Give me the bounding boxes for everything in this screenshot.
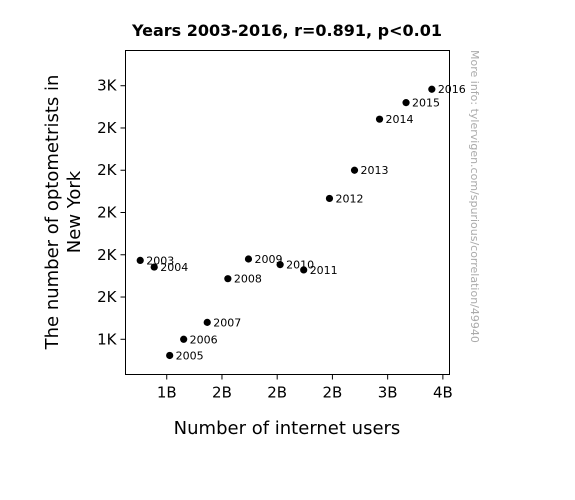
data-point-label: 2016: [438, 83, 466, 96]
x-tick-label: 2B: [212, 384, 232, 402]
data-point-2007: [203, 318, 211, 326]
data-point-2010: [276, 261, 284, 269]
data-point-2015: [402, 99, 410, 107]
data-point-label: 2011: [310, 264, 338, 277]
y-axis-label-line-2: New York: [64, 170, 85, 253]
data-point-2011: [300, 266, 308, 274]
y-tick-label: 3K: [97, 77, 118, 95]
watermark: More info: tylervigen.com/spurious/corre…: [468, 50, 481, 343]
data-point-label: 2012: [335, 192, 363, 205]
x-tick-label: 3B: [378, 384, 398, 402]
y-tick-label: 2K: [97, 119, 118, 137]
data-point-label: 2006: [190, 333, 218, 346]
data-point-label: 2010: [286, 259, 314, 272]
data-point-2009: [244, 255, 253, 263]
data-point-label: 2005: [176, 349, 204, 362]
y-axis-label-line-1: The number of optometrists in: [42, 75, 63, 351]
x-tick-label: 4B: [433, 384, 453, 402]
data-point-2008: [224, 275, 232, 283]
data-point-2005: [166, 351, 174, 360]
data-point-label: 2008: [234, 273, 262, 286]
data-point-label: 2004: [160, 261, 188, 274]
data-point-2003: [136, 256, 144, 264]
data-point-2004: [150, 263, 158, 271]
data-point-label: 2009: [254, 253, 282, 266]
data-point-label: 2015: [412, 97, 440, 110]
x-tick-label: 2B: [322, 384, 342, 402]
data-point-label: 2014: [386, 113, 414, 126]
y-tick-label: 2K: [97, 204, 118, 222]
y-tick-label: 1K: [97, 330, 118, 348]
data-point-2006: [180, 335, 188, 343]
plot-frame: [125, 50, 450, 375]
data-point-label: 2013: [361, 164, 389, 177]
data-point-2014: [375, 115, 384, 123]
y-tick-label: 2K: [97, 288, 118, 306]
data-point-2016: [428, 85, 436, 93]
chart-title: Years 2003-2016, r=0.891, p<0.01: [131, 21, 442, 40]
x-axis: 1B 2B 2B 2B 3B 4B: [157, 374, 453, 402]
data-point-2013: [350, 166, 359, 174]
x-tick-label: 1B: [157, 384, 177, 402]
data-point-label: 2007: [213, 316, 241, 329]
y-tick-label: 2K: [97, 161, 118, 179]
x-axis-label: Number of internet users: [174, 418, 401, 439]
x-tick-label: 2B: [267, 384, 287, 402]
y-axis: 1K 2K 2K 2K 2K 2K 3K: [97, 77, 126, 348]
data-point-2012: [325, 194, 334, 203]
y-tick-label: 2K: [97, 246, 118, 264]
